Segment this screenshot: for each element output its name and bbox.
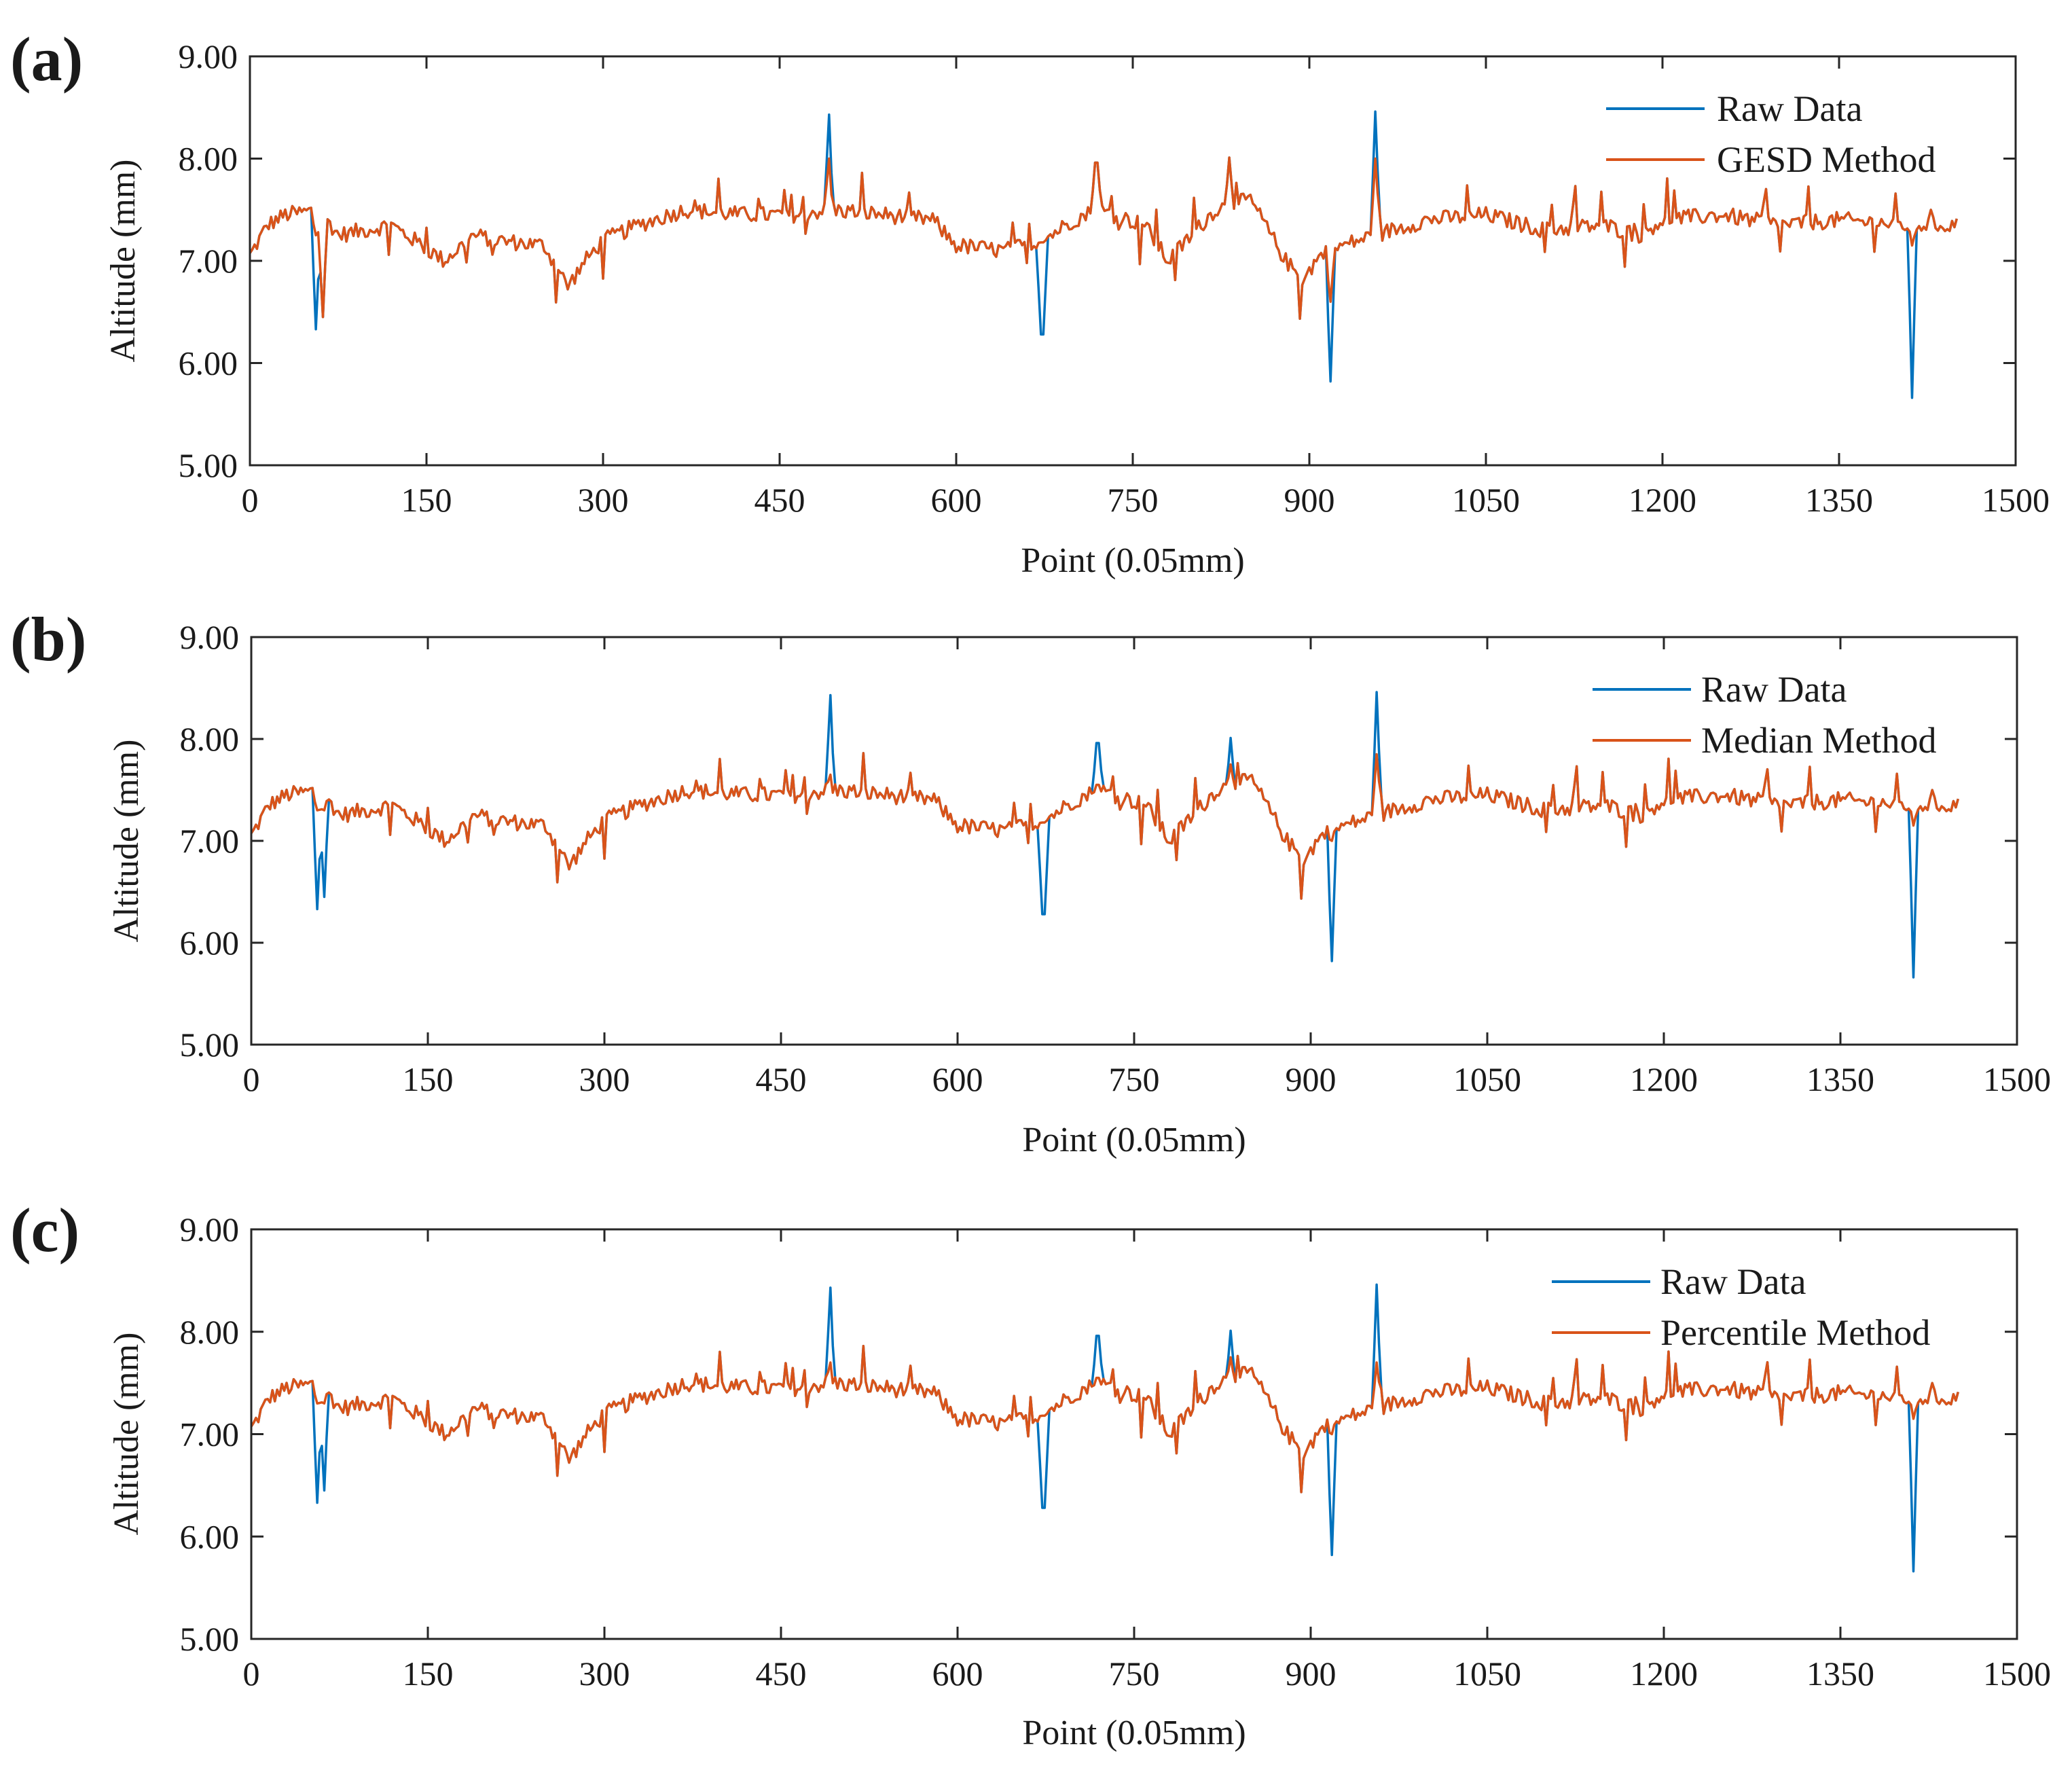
x-tick-label-b-3: 450 (756, 1060, 807, 1098)
legend-label-raw-c: Raw Data (1660, 1261, 1806, 1302)
x-tick-label-b-7: 1050 (1453, 1060, 1521, 1098)
legend-label-method-a: GESD Method (1717, 139, 1936, 180)
x-tick-label-c-1: 150 (403, 1655, 454, 1693)
legend-a: Raw Data GESD Method (1606, 88, 1936, 180)
x-tick-label-a-6: 900 (1284, 481, 1335, 519)
x-tick-label-c-3: 450 (756, 1655, 807, 1693)
y-tick-label-a-3: 8.00 (179, 140, 238, 178)
ticks-a: 0 150 300 450 600 750 900 1050 1200 1350 1500 5.00 6… (179, 37, 2050, 519)
legend-b: Raw Data Median Method (1593, 669, 1936, 761)
x-tick-label-c-5: 750 (1109, 1655, 1160, 1693)
y-tick-label-c-1: 6.00 (180, 1517, 240, 1555)
series-line-median-b (250, 752, 1959, 900)
x-tick-label-c-2: 300 (579, 1655, 630, 1693)
ticks-c: 0 150 300 450 600 750 900 1050 1200 1350 1500 5.00 6… (180, 1210, 2052, 1693)
panel-c: (c) 0 150 300 450 600 750 900 1050 1200 1350 1500 5… (10, 1195, 2051, 1752)
ticks-b: 0 150 300 450 600 750 900 1050 1200 1350 1500 5.00 6… (180, 618, 2052, 1098)
panel-a: (a) 0 150 300 450 600 750 900 1050 1200 1350 1500 5… (10, 24, 2050, 580)
x-tick-label-b-6: 900 (1286, 1060, 1337, 1098)
series-line-raw-a (249, 110, 1958, 399)
legend-label-method-b: Median Method (1701, 720, 1936, 761)
y-tick-label-c-3: 8.00 (180, 1313, 240, 1351)
x-tick-label-c-0: 0 (243, 1655, 260, 1693)
x-axis-label-c: Point (0.05mm) (1022, 1714, 1246, 1752)
panel-label-b: (b) (10, 604, 86, 674)
y-tick-label-a-0: 5.00 (179, 446, 238, 484)
x-tick-label-b-5: 750 (1109, 1060, 1160, 1098)
x-tick-label-c-8: 1200 (1630, 1655, 1698, 1693)
y-axis-label-b: Altitude (mm) (107, 740, 146, 943)
series-line-percentile-c (250, 1345, 1959, 1494)
x-tick-label-b-2: 300 (579, 1060, 630, 1098)
y-tick-label-b-1: 6.00 (180, 924, 240, 962)
y-tick-label-b-3: 8.00 (180, 720, 240, 758)
y-tick-label-a-2: 7.00 (179, 242, 238, 280)
y-tick-label-a-1: 6.00 (179, 344, 238, 382)
x-tick-label-a-10: 1500 (1982, 481, 2050, 519)
x-tick-label-a-1: 150 (401, 481, 452, 519)
series-layer-b (250, 691, 1959, 979)
series-layer-c (250, 1283, 1959, 1573)
legend-label-method-c: Percentile Method (1660, 1312, 1930, 1353)
x-tick-label-b-9: 1350 (1806, 1060, 1874, 1098)
x-tick-label-c-4: 600 (932, 1655, 983, 1693)
legend-label-raw-b: Raw Data (1701, 669, 1847, 710)
x-tick-label-b-0: 0 (243, 1060, 260, 1098)
x-tick-label-a-7: 1050 (1452, 481, 1520, 519)
panel-label-c: (c) (10, 1195, 79, 1265)
y-axis-label-a: Altitude (mm) (104, 160, 143, 363)
legend-label-raw-a: Raw Data (1717, 88, 1862, 129)
x-tick-label-c-7: 1050 (1453, 1655, 1521, 1693)
y-tick-label-b-4: 9.00 (180, 618, 240, 656)
x-tick-label-b-1: 150 (403, 1060, 454, 1098)
series-line-gesd-a (249, 156, 1958, 321)
legend-c: Raw Data Percentile Method (1552, 1261, 1930, 1353)
y-tick-label-b-2: 7.00 (180, 822, 240, 860)
x-axis-label-a: Point (0.05mm) (1021, 541, 1244, 580)
x-tick-label-a-8: 1200 (1629, 481, 1696, 519)
x-tick-label-a-4: 600 (931, 481, 982, 519)
x-tick-label-a-2: 300 (578, 481, 629, 519)
x-tick-label-c-6: 900 (1286, 1655, 1337, 1693)
y-tick-label-c-0: 5.00 (180, 1620, 240, 1658)
panel-label-a: (a) (10, 24, 83, 94)
panel-b: (b) 0 150 300 450 600 750 900 1050 1200 1350 1500 5… (10, 604, 2051, 1159)
x-tick-label-b-8: 1200 (1630, 1060, 1698, 1098)
x-tick-label-a-9: 1350 (1805, 481, 1873, 519)
x-tick-label-a-5: 750 (1108, 481, 1159, 519)
x-tick-label-b-4: 600 (932, 1060, 983, 1098)
x-tick-label-c-10: 1500 (1983, 1655, 2051, 1693)
x-axis-label-b: Point (0.05mm) (1022, 1121, 1246, 1159)
y-tick-label-c-4: 9.00 (180, 1210, 240, 1248)
x-tick-label-a-3: 450 (755, 481, 805, 519)
y-tick-label-a-4: 9.00 (179, 37, 238, 75)
y-tick-label-c-2: 7.00 (180, 1415, 240, 1453)
x-tick-label-c-9: 1350 (1806, 1655, 1874, 1693)
series-layer-a (249, 110, 1958, 399)
x-tick-label-a-0: 0 (242, 481, 259, 519)
x-tick-label-b-10: 1500 (1983, 1060, 2051, 1098)
y-axis-label-c: Altitude (mm) (107, 1333, 146, 1536)
y-tick-label-b-0: 5.00 (180, 1026, 240, 1064)
